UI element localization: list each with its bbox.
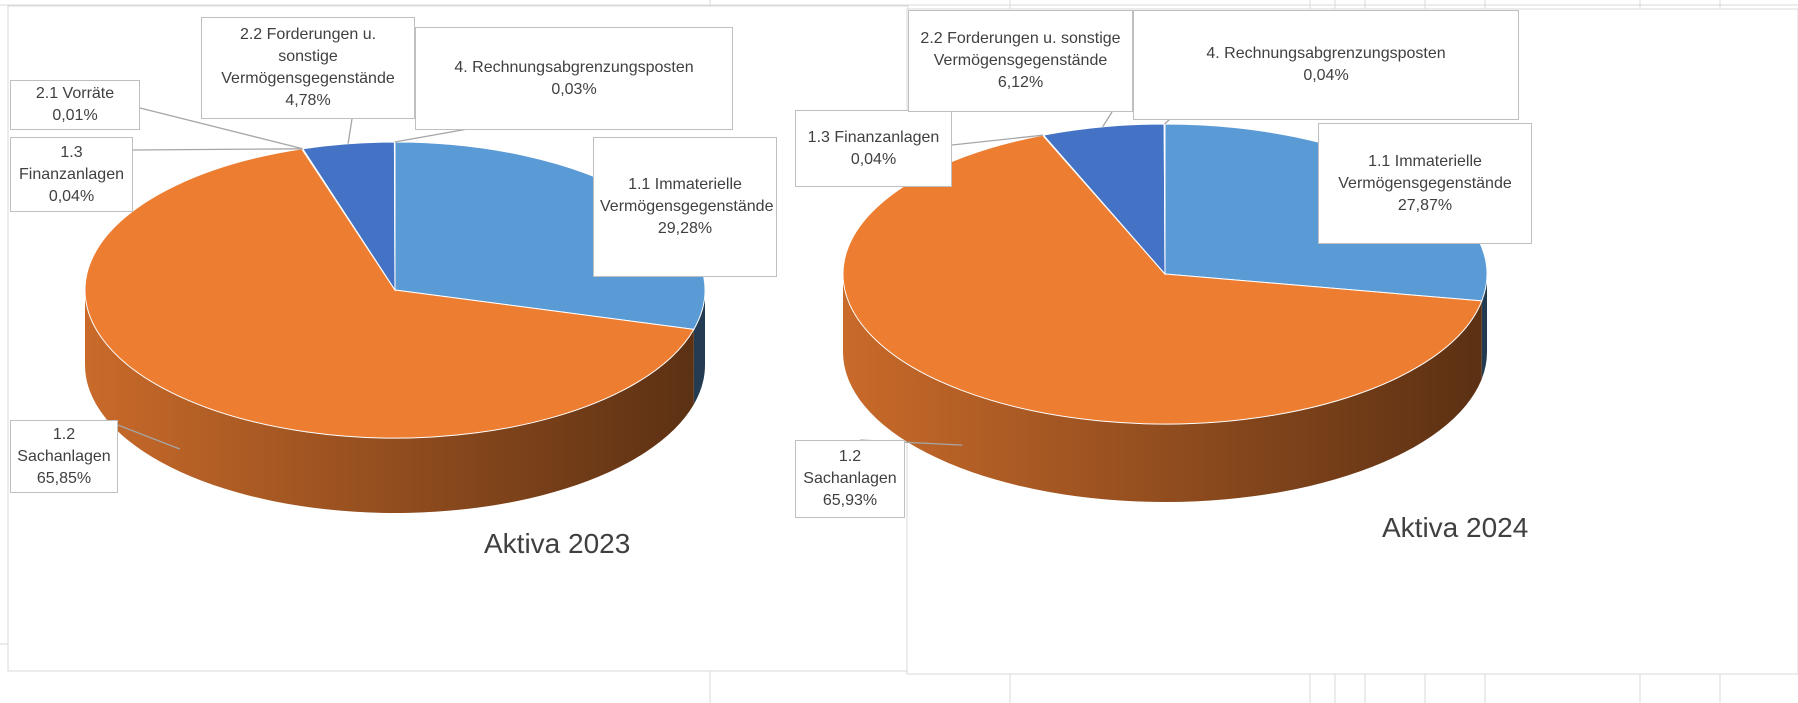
data-label: 1.1 Immaterielle Vermögensgegenstände 29,…: [593, 137, 777, 277]
pie-slice: [393, 141, 396, 291]
chart-title: Aktiva 2024: [1382, 512, 1529, 543]
leader-line: [139, 107, 303, 150]
value-label: 65,85%: [36, 469, 92, 487]
category-label: 2.1 Vorräte: [35, 85, 115, 102]
category-label: 1.1 Immaterielle Vermögensgegenstände: [1338, 152, 1512, 192]
value-label: 0,04%: [850, 150, 897, 168]
data-label: 2.2 Forderungen u. sonstige Vermögensgeg…: [201, 17, 415, 119]
chart-title: Aktiva 2023: [484, 528, 631, 559]
value-label: 6,12%: [997, 74, 1044, 91]
data-label: 1.3 Finanzanlagen 0,04%: [795, 110, 952, 187]
value-label: 29,28%: [657, 220, 713, 237]
value-label: 65,93%: [822, 492, 878, 509]
pie-slice: [842, 134, 1483, 425]
leader-line: [951, 134, 1044, 146]
pie-slice: [84, 148, 695, 439]
leader-line: [347, 118, 353, 144]
value-label: 0,04%: [1303, 67, 1349, 84]
pie-side: [1481, 274, 1487, 379]
data-label: 1.2 Sachanlagen 65,85%: [10, 420, 118, 493]
leader-line: [132, 148, 303, 151]
category-label: 1.1 Immaterielle Vermögensgegenstände: [600, 176, 774, 215]
value-label: 4,78%: [285, 92, 331, 109]
data-label: 1.2 Sachanlagen 65,93%: [795, 440, 905, 518]
data-label: 1.3 Finanzanlagen 0,04%: [10, 137, 133, 212]
category-label: 1.2 Sachanlagen: [803, 448, 897, 487]
data-label: 2.2 Forderungen u. sonstige Vermögensgeg…: [908, 10, 1133, 112]
pie: [84, 141, 706, 513]
value-label: 0,04%: [48, 187, 95, 205]
data-label: 4. Rechnungsabgrenzungsposten 0,04%: [1133, 10, 1519, 120]
category-label: 1.3 Finanzanlagen: [807, 128, 940, 146]
leader-line: [1102, 111, 1113, 128]
category-label: 4. Rechnungsabgrenzungsposten: [454, 58, 694, 76]
category-label: 2.2 Forderungen u. sonstige Vermögensgeg…: [221, 26, 395, 87]
value-label: 27,87%: [1397, 196, 1453, 214]
data-label: 2.1 Vorräte 0,01%: [10, 80, 140, 130]
data-label: 4. Rechnungsabgrenzungsposten 0,03%: [415, 27, 733, 130]
pie-side: [693, 290, 705, 405]
category-label: 4. Rechnungsabgrenzungsposten: [1206, 45, 1446, 62]
category-label: 2.2 Forderungen u. sonstige Vermögensgeg…: [920, 30, 1121, 69]
category-label: 1.3 Finanzanlagen: [19, 143, 124, 183]
pie-side: [843, 274, 1482, 503]
pie-slice: [1042, 123, 1166, 276]
pie-side: [85, 290, 694, 513]
value-label: 0,01%: [52, 107, 98, 124]
data-label: 1.1 Immaterielle Vermögensgegenstände 27,…: [1318, 123, 1532, 244]
value-label: 0,03%: [551, 80, 597, 98]
category-label: 1.2 Sachanlagen: [17, 425, 111, 465]
